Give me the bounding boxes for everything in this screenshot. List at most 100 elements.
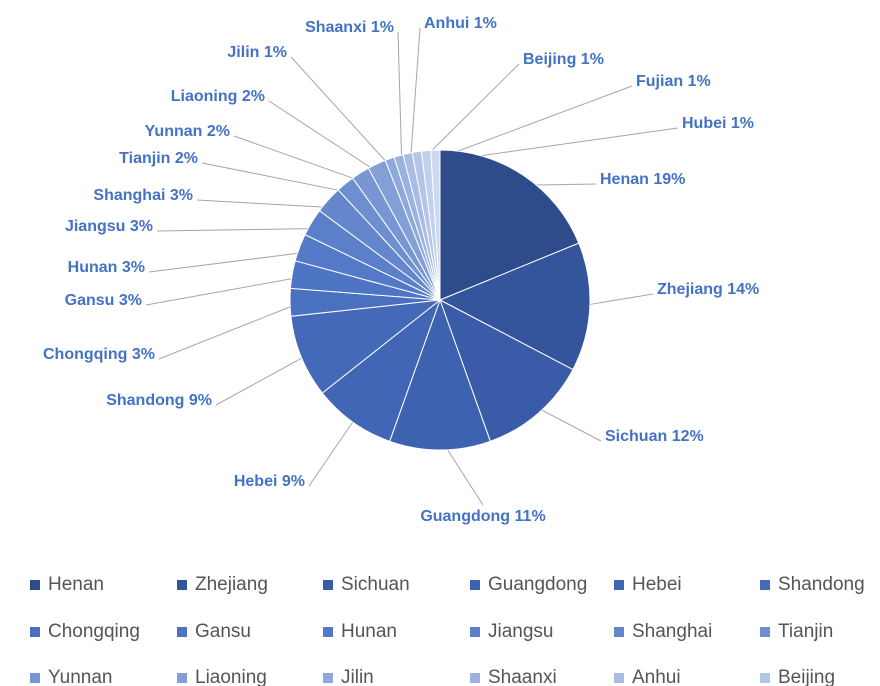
data-label-value: 3% — [170, 187, 193, 204]
data-label: Liaoning 2% — [171, 88, 265, 105]
legend-swatch — [323, 580, 333, 590]
data-label-category: Gansu — [65, 292, 115, 309]
legend-label: Beijing — [778, 667, 835, 686]
legend-label: Jilin — [341, 667, 374, 686]
data-label: Hubei 1% — [682, 115, 754, 132]
data-label: Tianjin 2% — [119, 150, 198, 167]
legend-swatch — [177, 580, 187, 590]
legend-swatch — [30, 673, 40, 683]
data-label: Jiangsu 3% — [65, 218, 153, 235]
pie-slice — [439, 149, 580, 301]
data-label-category: Shaanxi — [305, 19, 366, 36]
data-label-value: 9% — [282, 473, 305, 490]
data-label: Shanghai 3% — [93, 187, 193, 204]
data-label-category: Beijing — [523, 51, 576, 68]
legend-swatch — [30, 580, 40, 590]
legend-swatch — [30, 627, 40, 637]
data-label: Hunan 3% — [68, 259, 145, 276]
legend-swatch — [177, 673, 187, 683]
data-label-value: 12% — [672, 428, 704, 445]
data-label-category: Sichuan — [605, 428, 667, 445]
pie-slice — [321, 298, 442, 442]
legend-label: Sichuan — [341, 574, 410, 595]
data-label-category: Yunnan — [145, 123, 203, 140]
pie-slice — [438, 242, 591, 371]
data-label: Guangdong 11% — [420, 508, 545, 525]
leader-line — [290, 56, 395, 171]
data-label-value: 3% — [132, 346, 155, 363]
data-label: Anhui 1% — [424, 15, 497, 32]
data-label-category: Zhejiang — [657, 281, 723, 298]
data-label: Shaanxi 1% — [305, 19, 394, 36]
data-label: Beijing 1% — [523, 51, 604, 68]
legend-label: Shandong — [778, 574, 865, 595]
data-label-value: 2% — [207, 123, 230, 140]
data-label-value: 1% — [474, 15, 497, 32]
pie-slice — [430, 149, 441, 301]
data-label-value: 2% — [175, 150, 198, 167]
data-label-value: 14% — [727, 281, 759, 298]
legend-swatch — [614, 673, 624, 683]
legend-label: Jiangsu — [488, 621, 554, 642]
data-label-category: Henan — [600, 171, 649, 188]
legend-label: Tianjin — [778, 621, 833, 642]
leader-line — [233, 135, 367, 184]
data-label-category: Jilin — [227, 44, 259, 61]
legend-swatch — [760, 627, 770, 637]
legend-swatch — [323, 673, 333, 683]
legend-label: Anhui — [632, 667, 681, 686]
data-label-category: Liaoning — [171, 88, 238, 105]
legend-label: Shanghai — [632, 621, 712, 642]
legend-swatch — [614, 580, 624, 590]
pie-slice — [439, 298, 574, 442]
leader-line — [156, 228, 322, 232]
data-label: Chongqing 3% — [43, 346, 155, 363]
data-label: Zhejiang 14% — [657, 281, 759, 298]
data-label-category: Hubei — [682, 115, 726, 132]
data-label-category: Shanghai — [93, 187, 165, 204]
legend-label: Liaoning — [195, 667, 267, 686]
legend-label: Chongqing — [48, 621, 140, 642]
data-label-value: 1% — [264, 44, 287, 61]
data-label-value: 3% — [122, 259, 145, 276]
leader-line — [196, 199, 338, 209]
data-label: Sichuan 12% — [605, 428, 704, 445]
data-label-category: Hunan — [68, 259, 118, 276]
legend-label: Henan — [48, 574, 104, 595]
leader-line — [426, 85, 633, 164]
legend-label: Hunan — [341, 621, 397, 642]
data-label: Fujian 1% — [636, 73, 711, 90]
leader-line — [268, 100, 383, 176]
data-label: Henan 19% — [600, 171, 685, 188]
leader-line — [418, 63, 520, 165]
data-label-category: Chongqing — [43, 346, 127, 363]
pie-slice — [290, 299, 442, 394]
leader-line — [215, 351, 313, 406]
legend-swatch — [470, 580, 480, 590]
data-label-category: Shandong — [106, 392, 184, 409]
data-label: Jilin 1% — [227, 44, 287, 61]
leader-line — [201, 162, 353, 194]
legend-swatch — [614, 627, 624, 637]
leader-line — [158, 301, 303, 360]
leader-line — [145, 276, 305, 306]
data-label: Gansu 3% — [65, 292, 142, 309]
legend-swatch — [760, 673, 770, 683]
data-label-category: Hebei — [234, 473, 278, 490]
legend-label: Yunnan — [48, 667, 112, 686]
legend-swatch — [760, 580, 770, 590]
legend-swatch — [470, 627, 480, 637]
data-label-category: Anhui — [424, 15, 469, 32]
data-label: Shandong 9% — [106, 392, 212, 409]
leader-lines — [145, 27, 679, 506]
data-label-value: 11% — [515, 508, 546, 525]
data-label-value: 1% — [371, 19, 394, 36]
legend-label: Hebei — [632, 574, 682, 595]
data-label-value: 2% — [242, 88, 265, 105]
data-label-category: Fujian — [636, 73, 683, 90]
pie-slice — [389, 298, 491, 451]
data-label: Hebei 9% — [234, 473, 305, 490]
data-label-value: 19% — [653, 171, 685, 188]
leader-line — [148, 251, 311, 273]
